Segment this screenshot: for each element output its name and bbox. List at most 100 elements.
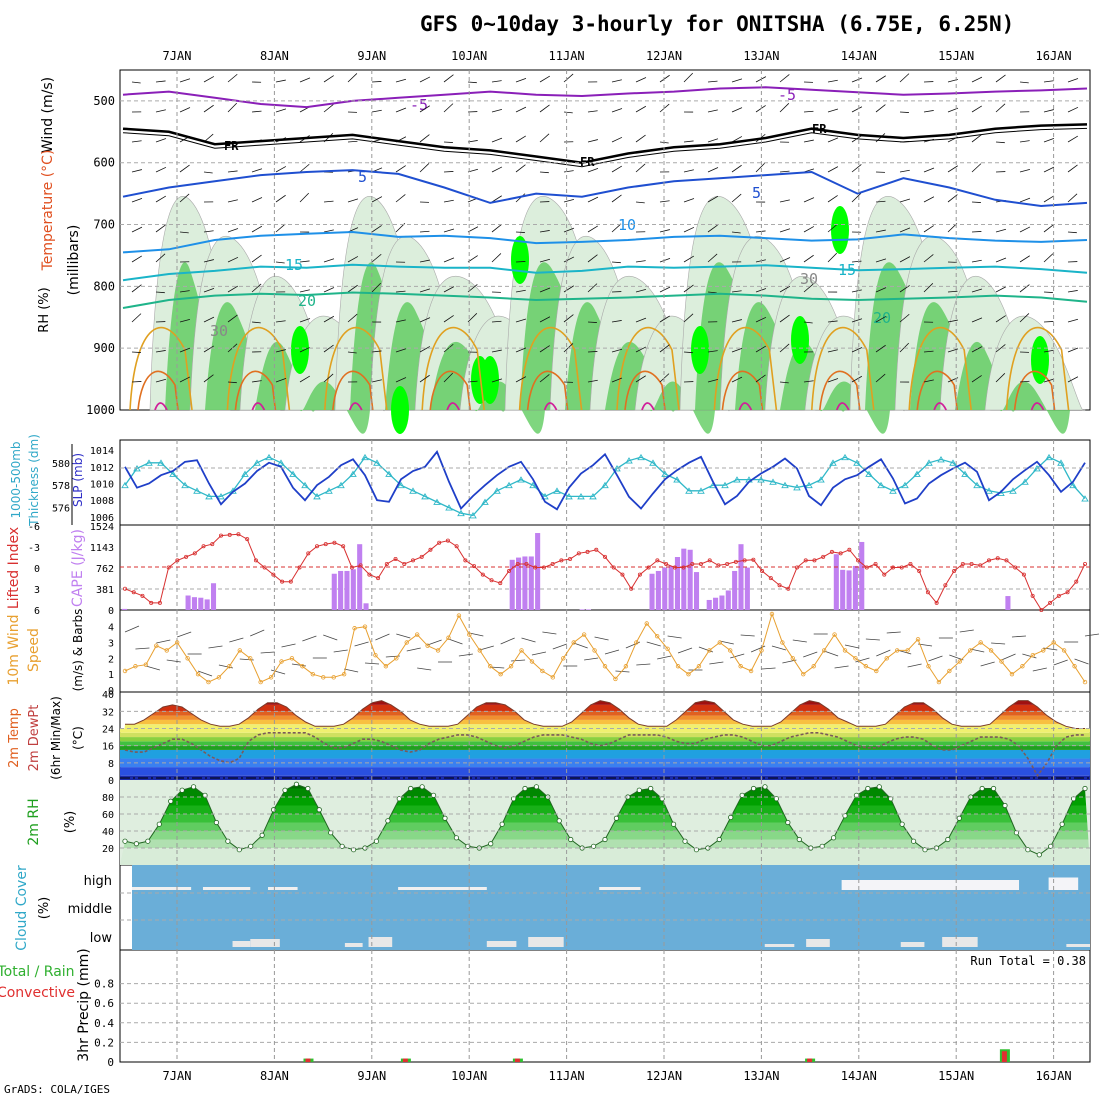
rh-marker <box>248 843 254 849</box>
wind-speed-marker <box>1009 671 1015 677</box>
y-tick-mb: 1000 <box>86 403 115 417</box>
wind-barb <box>611 108 623 113</box>
wind-barb <box>491 137 503 143</box>
surface-wind-barb <box>448 638 463 645</box>
wind-barb <box>779 285 791 293</box>
wind-speed-marker <box>592 648 597 653</box>
wind-barb <box>179 319 191 323</box>
thickness-marker <box>1057 459 1065 466</box>
thickness-marker <box>361 453 369 461</box>
wind-barb <box>827 108 839 113</box>
x-axis-labels: 7JAN 7JAN 8JAN 8JAN 9JAN 9JAN 10JAN 10JAN 11JAN 1… <box>163 49 1072 1083</box>
li-marker <box>480 572 485 577</box>
li-marker <box>184 554 189 559</box>
thickness-marker <box>637 453 645 461</box>
cloud-low-block <box>232 941 251 947</box>
wind-barb <box>779 343 790 353</box>
wind-barb <box>779 257 791 263</box>
li-marker <box>821 554 826 559</box>
wind-barb <box>227 170 238 173</box>
temp-arc-30 <box>137 370 179 411</box>
wind-barb <box>995 257 1007 263</box>
wind-barb <box>395 78 407 83</box>
wind-barb <box>155 138 167 143</box>
wind-speed-marker <box>613 676 618 682</box>
surface-wind-barb <box>823 650 839 657</box>
li-marker <box>166 565 171 570</box>
wind-barb <box>803 254 814 263</box>
wind-barb <box>1019 255 1030 263</box>
wind-barb <box>779 228 791 233</box>
wind-barb <box>899 342 910 353</box>
wind-barb <box>347 256 359 263</box>
li-marker <box>271 572 276 577</box>
wind-barb <box>611 348 623 353</box>
li-marker <box>1083 561 1088 566</box>
wind-barb <box>803 283 814 293</box>
wind-barb <box>515 347 527 353</box>
rh-marker <box>270 807 277 813</box>
wind-barb <box>443 199 454 203</box>
thickness-marker <box>349 470 357 477</box>
wind-barb <box>515 77 527 83</box>
precip-conv-bar <box>402 1058 408 1062</box>
wind-barb <box>227 73 238 83</box>
temp-arc-30 <box>624 370 666 411</box>
wind-barb <box>419 163 430 173</box>
cape-bar <box>649 573 655 610</box>
temp-band-warm <box>120 704 1090 712</box>
li-marker <box>891 565 896 570</box>
wind-barb <box>1067 78 1079 83</box>
label-cloud-cover: Cloud Cover <box>14 865 30 951</box>
li-marker <box>463 558 468 563</box>
li-marker <box>384 561 389 566</box>
wind-barb <box>611 165 623 173</box>
thickness-marker <box>493 487 501 494</box>
slp-line <box>124 450 1086 511</box>
li-marker <box>157 600 162 605</box>
li-marker <box>323 542 328 547</box>
thickness-marker <box>253 459 261 466</box>
wind-barb <box>155 378 167 383</box>
wind-barb <box>635 346 647 353</box>
wind-barb <box>419 230 430 233</box>
wind-barb <box>251 225 263 233</box>
rh-marker <box>590 843 597 849</box>
rh-marker <box>133 841 140 847</box>
wind-barb <box>443 372 454 383</box>
wind-barb <box>395 319 406 323</box>
cape-bar <box>344 570 350 610</box>
li-marker <box>262 565 267 570</box>
wind-barb <box>275 320 286 323</box>
cape-bar <box>687 549 693 610</box>
thickness-marker <box>949 459 957 466</box>
wind-barb <box>539 75 551 83</box>
surface-wind-barb <box>855 657 870 663</box>
temp-band <box>120 745 1090 750</box>
surface-wind-barb <box>928 655 943 662</box>
thickness-marker <box>589 492 597 500</box>
wind-barb <box>371 379 382 383</box>
wind-barb <box>299 77 311 83</box>
li-marker <box>524 561 529 566</box>
thickness-marker <box>397 481 405 489</box>
surface-wind-barb <box>260 651 275 654</box>
wind-barb <box>923 225 934 233</box>
wind-barb <box>419 76 431 83</box>
wind-barb <box>179 376 191 383</box>
wind-barb <box>851 106 863 113</box>
wind-barb <box>851 347 863 353</box>
wind-barb <box>971 317 983 323</box>
wind-speed-marker <box>561 656 566 661</box>
wind-speed-marker <box>988 648 994 653</box>
thickness-marker <box>481 498 489 505</box>
thickness-marker <box>469 512 477 519</box>
temp-band-warm <box>120 711 1090 716</box>
temp-band <box>120 737 1090 742</box>
rotated-panel-labels: Wind (m/s)Temperature (°C) RH (%) (milliba… <box>0 77 92 1062</box>
wind-barb <box>251 321 261 324</box>
wind-speed-marker <box>759 648 764 653</box>
cape-bar <box>738 544 744 610</box>
wind-barb <box>611 261 621 264</box>
wind-barb <box>371 196 383 203</box>
